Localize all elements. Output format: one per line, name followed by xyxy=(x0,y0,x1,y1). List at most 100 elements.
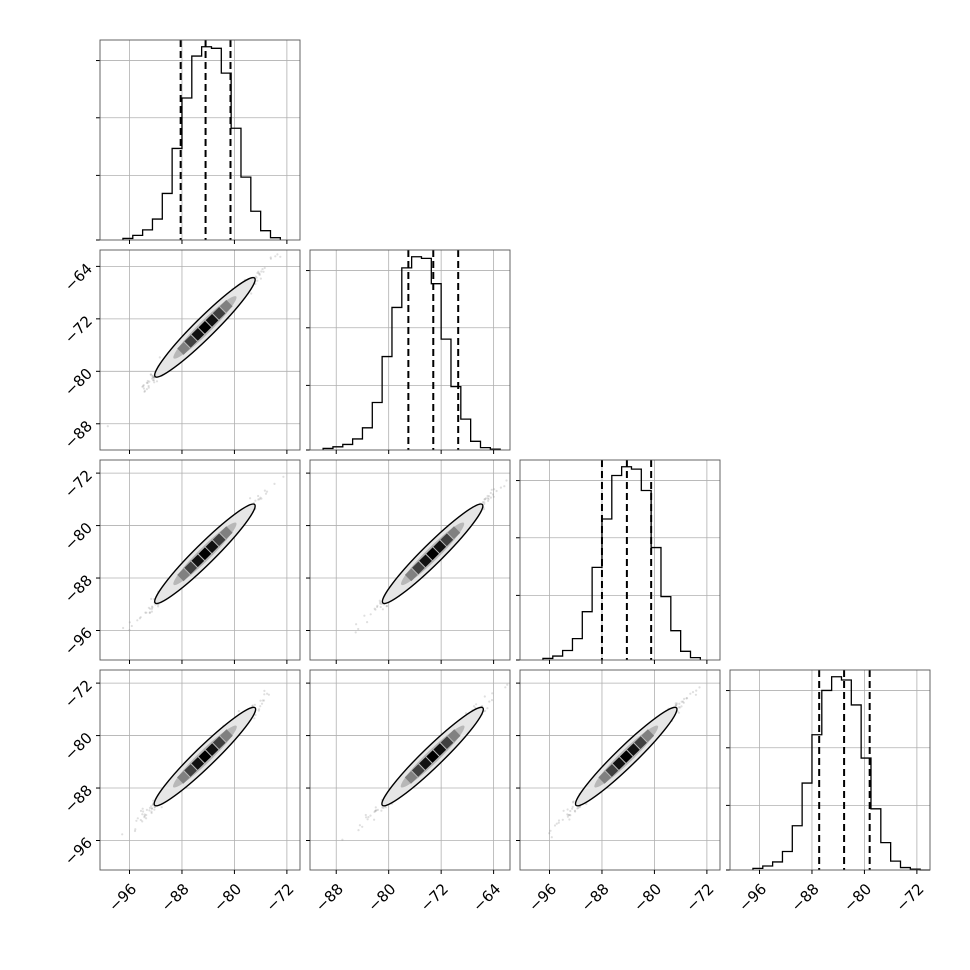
histogram-step-p1 xyxy=(322,256,501,450)
scatter-point xyxy=(142,810,145,813)
scatter-point xyxy=(257,498,260,501)
scatter-point xyxy=(121,833,124,836)
scatter-point xyxy=(373,607,376,610)
scatter-point xyxy=(151,376,155,379)
scatter-point xyxy=(255,276,258,279)
scatter-point xyxy=(258,708,261,711)
scatter-point xyxy=(150,597,153,601)
scatter-point xyxy=(106,425,109,428)
scatter-point xyxy=(148,806,152,810)
panel-frame xyxy=(99,249,301,451)
panel-frame xyxy=(99,669,301,871)
density-cell xyxy=(198,547,212,561)
scatter-point xyxy=(148,809,151,812)
scatter-point xyxy=(157,605,160,608)
scatter-point xyxy=(151,606,154,609)
density-cell xyxy=(219,526,233,540)
scatter-point xyxy=(153,805,156,809)
scatter-point xyxy=(130,624,133,628)
scatter-point xyxy=(384,806,387,809)
scatter-point xyxy=(136,817,139,820)
scatter-point xyxy=(561,818,564,821)
scatter-point xyxy=(282,475,285,478)
scatter-point xyxy=(381,806,384,809)
density-cell xyxy=(205,313,219,327)
scatter-point xyxy=(385,604,389,608)
scatter-point xyxy=(144,611,147,614)
histogram-panel-p0 xyxy=(96,39,301,241)
scatter-point xyxy=(152,379,155,382)
density-cell xyxy=(198,321,212,334)
scatter-point xyxy=(151,374,155,377)
scatter-point xyxy=(263,489,266,492)
scatter-point xyxy=(260,270,263,273)
density-contour xyxy=(381,503,484,605)
scatter-point xyxy=(483,501,486,504)
scatter-point xyxy=(483,498,486,501)
scatter-point xyxy=(259,699,262,702)
scatter-point xyxy=(145,813,148,817)
scatter-point xyxy=(491,493,494,496)
scatter-point xyxy=(573,809,577,812)
scatter-point xyxy=(148,611,151,614)
scatter-point xyxy=(373,818,376,821)
scatter-point xyxy=(490,488,493,491)
scatter-cloud xyxy=(548,686,701,839)
density-cell xyxy=(212,306,226,320)
scatter-point xyxy=(486,494,489,498)
panel-frame xyxy=(309,249,511,451)
density-cell xyxy=(426,750,439,763)
scatter-point xyxy=(150,811,153,815)
scatter-point xyxy=(677,706,681,709)
scatter-point xyxy=(256,279,259,282)
density-cell xyxy=(447,526,461,540)
scatter-point xyxy=(685,697,688,700)
scatter-point xyxy=(237,710,240,713)
density-cell xyxy=(447,729,461,743)
scatter-point xyxy=(258,273,261,276)
scatter-point xyxy=(149,607,152,610)
scatter-point xyxy=(257,270,260,273)
scatter-point xyxy=(264,492,268,495)
scatter-point xyxy=(366,621,369,624)
scatter-point xyxy=(376,605,379,609)
scatter-point xyxy=(142,384,145,387)
scatter-point xyxy=(503,485,506,488)
scatter-point xyxy=(464,712,468,715)
scatter-point xyxy=(150,807,154,810)
scatter-point xyxy=(141,813,144,816)
scatter-point xyxy=(150,807,153,810)
scatter-point xyxy=(276,253,279,256)
scatter-point xyxy=(145,817,148,820)
density-cell xyxy=(177,342,190,355)
density-cell xyxy=(404,568,418,582)
scatter-point xyxy=(265,490,269,493)
scatter-point xyxy=(257,709,260,712)
density-cell xyxy=(404,771,418,784)
scatter-point xyxy=(139,809,143,813)
scatter-point xyxy=(257,272,260,275)
scatter-panel-p0-p1 xyxy=(99,249,301,451)
scatter-point xyxy=(151,605,154,608)
scatter-point xyxy=(150,805,153,808)
scatter-panel-p2-p3 xyxy=(519,669,721,871)
scatter-point xyxy=(553,824,557,827)
scatter-point xyxy=(146,381,149,385)
scatter-cloud xyxy=(122,475,285,632)
scatter-point xyxy=(262,699,266,702)
scatter-panel-p1-p2 xyxy=(309,459,511,661)
scatter-point xyxy=(262,270,265,273)
scatter-point xyxy=(675,703,678,706)
scatter-point xyxy=(257,494,260,498)
scatter-point xyxy=(357,829,360,832)
scatter-point xyxy=(259,277,262,280)
scatter-point xyxy=(143,389,146,392)
scatter-point xyxy=(489,491,492,495)
scatter-point xyxy=(250,292,253,295)
scatter-cloud xyxy=(341,683,509,841)
scatter-point xyxy=(143,815,146,818)
scatter-point xyxy=(142,385,145,388)
scatter-point xyxy=(375,809,378,812)
panel-frame xyxy=(99,459,301,661)
scatter-point xyxy=(492,495,495,498)
